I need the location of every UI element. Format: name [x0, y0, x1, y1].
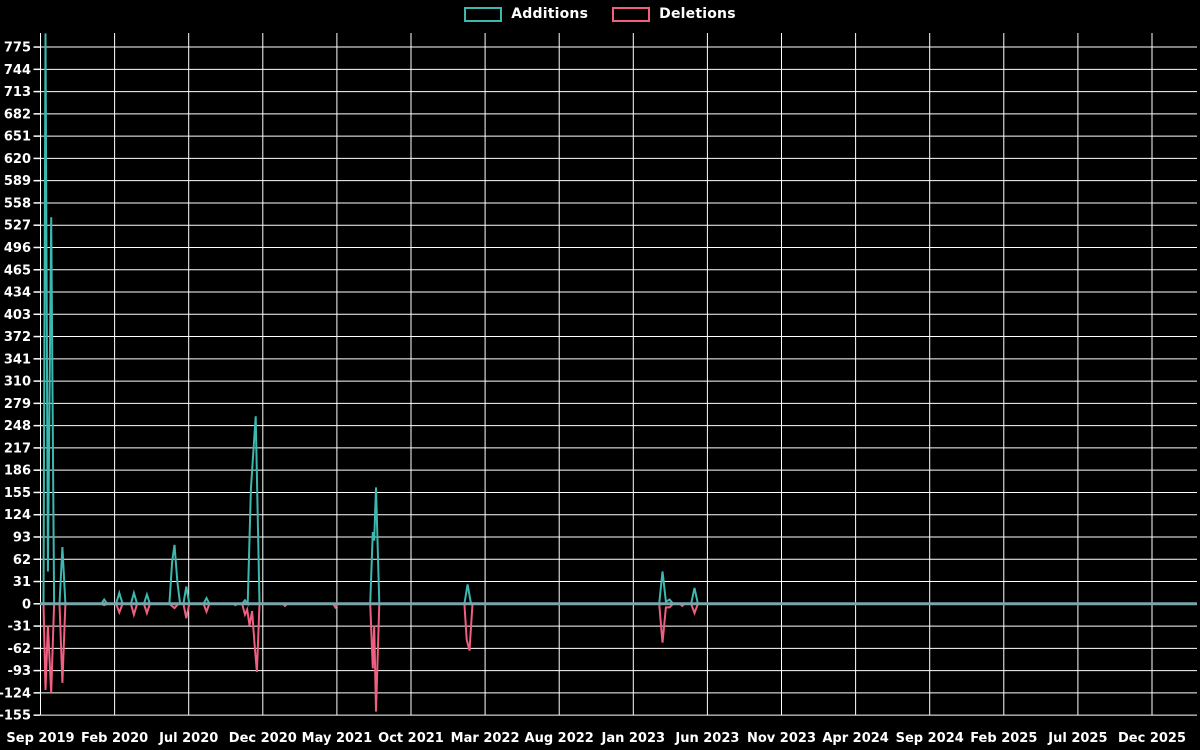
- x-axis-tick-label: Nov 2023: [747, 731, 816, 746]
- y-axis-tick-label: 0: [22, 597, 31, 612]
- y-axis-tick-label: 527: [4, 219, 31, 234]
- x-axis-tick-label: Feb 2025: [970, 731, 1037, 746]
- y-axis-tick-label: -155: [0, 709, 31, 724]
- x-axis-tick-label: Feb 2020: [81, 731, 148, 746]
- x-axis-tick-label: Jan 2023: [601, 731, 666, 746]
- legend-item-additions[interactable]: Additions: [464, 6, 588, 22]
- y-axis-tick-label: 434: [4, 286, 31, 301]
- y-axis-tick-label: 31: [13, 575, 31, 590]
- y-axis-tick-label: 744: [4, 63, 31, 78]
- y-axis-tick-label: 465: [4, 263, 31, 278]
- legend-item-deletions[interactable]: Deletions: [612, 6, 736, 22]
- y-axis-tick-label: 217: [4, 441, 31, 456]
- y-axis-tick-label: 62: [13, 553, 31, 568]
- y-axis-tick-label: 775: [4, 41, 31, 56]
- y-axis-tick-label: 93: [13, 530, 31, 545]
- y-axis-tick-label: 310: [4, 375, 31, 390]
- y-axis-tick-label: 248: [4, 419, 31, 434]
- x-axis-tick-label: Jul 2020: [158, 731, 218, 746]
- y-axis-tick-label: 186: [4, 464, 31, 479]
- y-axis-tick-label: -62: [8, 642, 32, 657]
- x-axis-tick-label: Oct 2021: [378, 731, 444, 746]
- x-axis-tick-label: Dec 2025: [1118, 731, 1186, 746]
- x-axis-tick-label: May 2021: [302, 731, 373, 746]
- x-axis-tick-label: Aug 2022: [525, 731, 594, 746]
- y-axis-tick-label: 651: [4, 130, 31, 145]
- legend-label-deletions: Deletions: [659, 6, 736, 22]
- x-axis-tick-label: Sep 2024: [896, 731, 964, 746]
- x-axis-tick-label: Jul 2025: [1047, 731, 1107, 746]
- y-axis-tick-label: 155: [4, 486, 31, 501]
- chart-legend: Additions Deletions: [0, 6, 1200, 22]
- additions-swatch: [464, 6, 503, 22]
- x-axis-tick-label: Apr 2024: [822, 731, 889, 746]
- legend-label-additions: Additions: [511, 6, 589, 22]
- y-axis-tick-label: 403: [4, 308, 31, 323]
- y-axis-tick-label: 589: [4, 174, 31, 189]
- y-axis-tick-label: 558: [4, 196, 31, 211]
- y-axis-tick-label: -124: [0, 686, 31, 701]
- deletions-swatch: [612, 6, 651, 22]
- y-axis-tick-label: 372: [4, 330, 31, 345]
- y-axis-tick-label: 279: [4, 397, 31, 412]
- x-axis-tick-label: Sep 2019: [6, 731, 74, 746]
- y-axis-tick-label: 713: [4, 85, 31, 100]
- x-axis-tick-label: Mar 2022: [451, 731, 520, 746]
- y-axis-tick-label: -31: [8, 620, 32, 635]
- x-axis-tick-label: Jun 2023: [674, 731, 739, 746]
- y-axis-tick-label: 124: [4, 508, 31, 523]
- y-axis-tick-label: 620: [4, 152, 31, 167]
- y-axis-tick-label: 496: [4, 241, 31, 256]
- y-axis-tick-label: -93: [8, 664, 32, 679]
- y-axis-tick-label: 341: [4, 352, 31, 367]
- x-axis-tick-label: Dec 2020: [229, 731, 297, 746]
- y-axis-tick-label: 682: [4, 107, 31, 122]
